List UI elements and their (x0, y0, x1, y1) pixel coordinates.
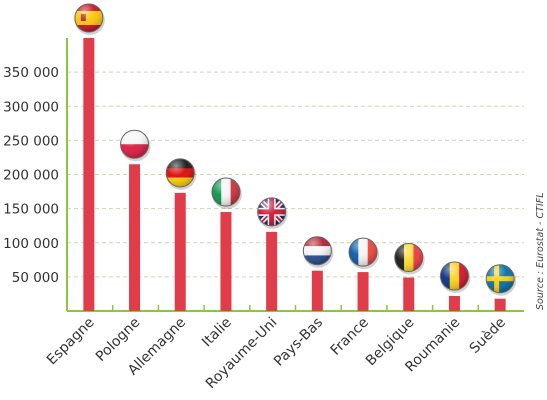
y-tick-label: 100 000 (3, 236, 59, 252)
bar (129, 164, 141, 311)
bar (220, 212, 232, 311)
axes (66, 38, 524, 312)
france-flag-icon (348, 237, 380, 270)
bar (83, 38, 95, 311)
bars (83, 38, 506, 311)
x-tick-label: Espagne (44, 315, 98, 369)
y-tick-label: 350 000 (3, 65, 59, 81)
belgium-flag-icon (394, 243, 425, 275)
bar (311, 270, 323, 311)
poland-flag-icon (120, 129, 151, 162)
y-tick-label: 200 000 (3, 168, 59, 184)
y-tick-labels: 50 000 100 000 150 000 200 000 250 000 300 00… (3, 65, 59, 286)
netherlands-flag-icon (302, 236, 334, 268)
germany-flag-icon (165, 158, 197, 190)
x-tick-label: Pays-Bas (271, 315, 326, 370)
bar (448, 295, 460, 311)
spain-flag-icon (74, 3, 105, 35)
italy-flag-icon (211, 177, 242, 210)
bar (266, 231, 278, 311)
y-tick-label: 300 000 (3, 99, 59, 115)
source-note: Source : Eurostat - CTIFL (535, 192, 546, 310)
x-tick-label: Suède (467, 315, 509, 357)
y-tick-label: 50 000 (12, 270, 59, 286)
x-tick-label: Italie (199, 315, 235, 351)
bar (403, 277, 415, 311)
romania-flag-icon (439, 261, 471, 293)
uk-flag-icon (257, 197, 288, 229)
bar (494, 298, 506, 311)
y-tick-label: 150 000 (3, 202, 59, 218)
flags (74, 3, 517, 296)
x-tick-label: France (328, 315, 372, 359)
bar (357, 272, 369, 311)
sweden-flag-icon (485, 264, 517, 296)
bar (174, 192, 186, 311)
y-tick-label: 250 000 (3, 133, 59, 149)
